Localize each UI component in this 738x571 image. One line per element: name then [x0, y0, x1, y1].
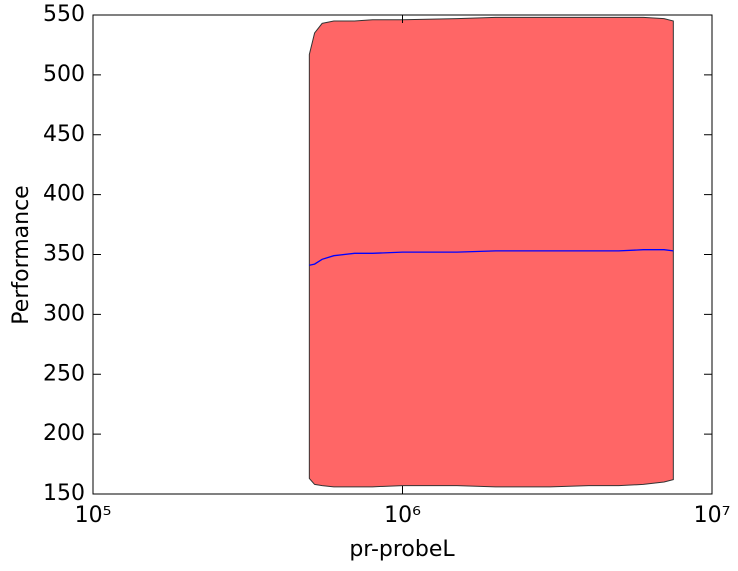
y-tick-label: 200: [43, 421, 85, 446]
y-tick-label: 400: [43, 182, 85, 207]
x-tick-label: 10⁷: [694, 503, 731, 528]
x-axis-label: pr-probeL: [349, 537, 455, 562]
y-axis-label: Performance: [9, 185, 34, 324]
x-tick-label: 10⁶: [384, 503, 421, 528]
x-tick-label: 10⁵: [75, 503, 112, 528]
band-area: [308, 16, 674, 488]
y-tick-label: 550: [43, 2, 85, 27]
y-tick-label: 500: [43, 62, 85, 87]
y-tick-label: 450: [43, 122, 85, 147]
y-tick-label: 250: [43, 361, 85, 386]
y-tick-label: 150: [43, 481, 85, 506]
y-tick-label: 300: [43, 301, 85, 326]
plot-area: [308, 16, 674, 488]
line: [309, 249, 674, 266]
y-tick-label: 350: [43, 242, 85, 267]
